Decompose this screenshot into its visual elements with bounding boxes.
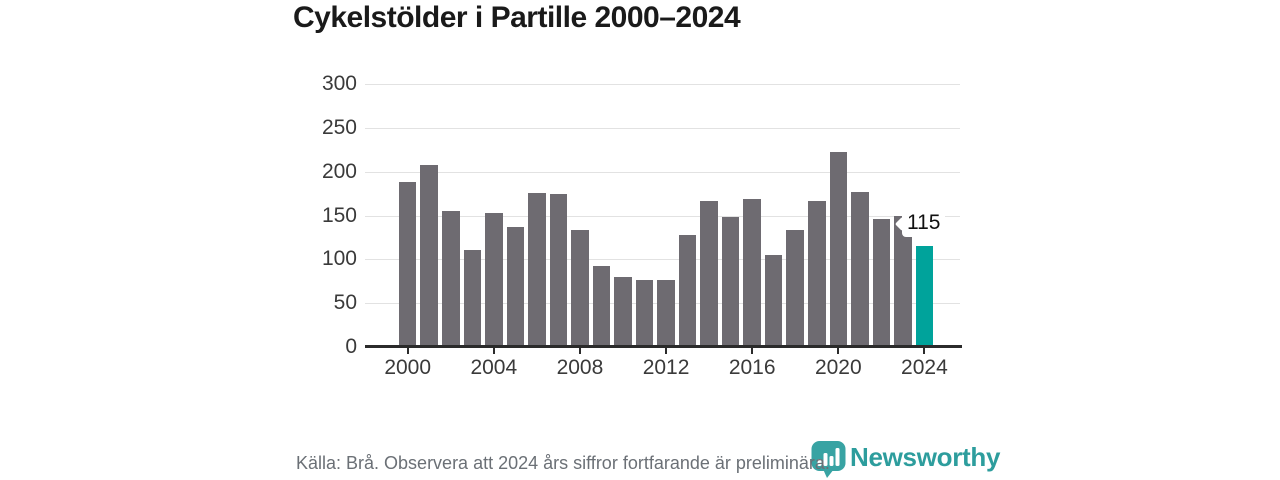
x-tick-2024 [923, 348, 926, 354]
bar-2000 [398, 182, 417, 347]
bar-2022 [872, 219, 891, 347]
x-tick-label-2024: 2024 [901, 356, 948, 379]
x-tick-2020 [837, 348, 840, 354]
bar-2007 [549, 193, 568, 347]
x-tick-2000 [406, 348, 409, 354]
x-tick-2016 [751, 348, 754, 354]
gridline-300 [365, 84, 960, 85]
newsworthy-bar-chart-pin-icon [811, 441, 846, 478]
y-tick-label-100: 100 [321, 247, 357, 271]
x-tick-label-2020: 2020 [814, 356, 862, 379]
bar-2009 [592, 266, 611, 347]
source-note: Källa: Brå. Observera att 2024 års siffr… [296, 453, 830, 473]
bar-2023 [894, 215, 912, 347]
x-tick-label-2000: 2000 [384, 356, 432, 379]
bar-2020 [829, 152, 848, 347]
bar-2011 [635, 279, 654, 347]
bar-2008 [571, 229, 589, 347]
bar-2003 [463, 249, 482, 347]
newsworthy-logo-text: Newsworthy [850, 442, 1001, 472]
gridline-100 [365, 259, 960, 261]
x-tick-label-2008: 2008 [556, 356, 604, 379]
bar-2013 [678, 234, 697, 347]
y-tick-label-200: 200 [321, 159, 357, 183]
newsworthy-logo: Newsworthy [811, 440, 1000, 478]
y-tick-label-0: 0 [345, 335, 357, 358]
chart-title: Cykelstölder i Partille 2000–2024 [293, 1, 741, 34]
gridline-200 [365, 171, 960, 173]
bar-2005 [506, 226, 525, 347]
bar-2021 [851, 191, 869, 347]
plot-area [365, 84, 962, 347]
x-tick-label-2004: 2004 [470, 356, 518, 379]
gridline-150 [365, 215, 960, 217]
y-tick-label-50: 50 [333, 291, 357, 315]
x-tick-label-2016: 2016 [728, 356, 776, 379]
bar-2024 [915, 246, 934, 347]
x-axis-line [365, 345, 962, 348]
bar-2014 [700, 200, 718, 347]
bar-2018 [786, 230, 804, 347]
y-tick-label-150: 150 [321, 203, 357, 227]
y-tick-label-300: 300 [321, 72, 357, 95]
x-tick-2008 [578, 348, 581, 354]
gridline-250 [365, 127, 960, 129]
bar-2004 [485, 212, 503, 347]
bar-2015 [721, 217, 740, 347]
bar-2010 [614, 276, 632, 347]
x-tick-2004 [492, 348, 495, 354]
bar-2006 [528, 192, 546, 347]
highlight-value-label: 115 [902, 210, 946, 237]
bar-2017 [764, 254, 783, 347]
x-tick-label-2012: 2012 [642, 356, 690, 379]
y-tick-label-250: 250 [321, 115, 357, 139]
bar-2002 [442, 211, 460, 347]
bar-2001 [420, 164, 438, 347]
bar-2019 [808, 201, 826, 347]
bar-2012 [657, 280, 675, 347]
bar-2016 [743, 198, 761, 347]
x-tick-2012 [665, 348, 668, 354]
